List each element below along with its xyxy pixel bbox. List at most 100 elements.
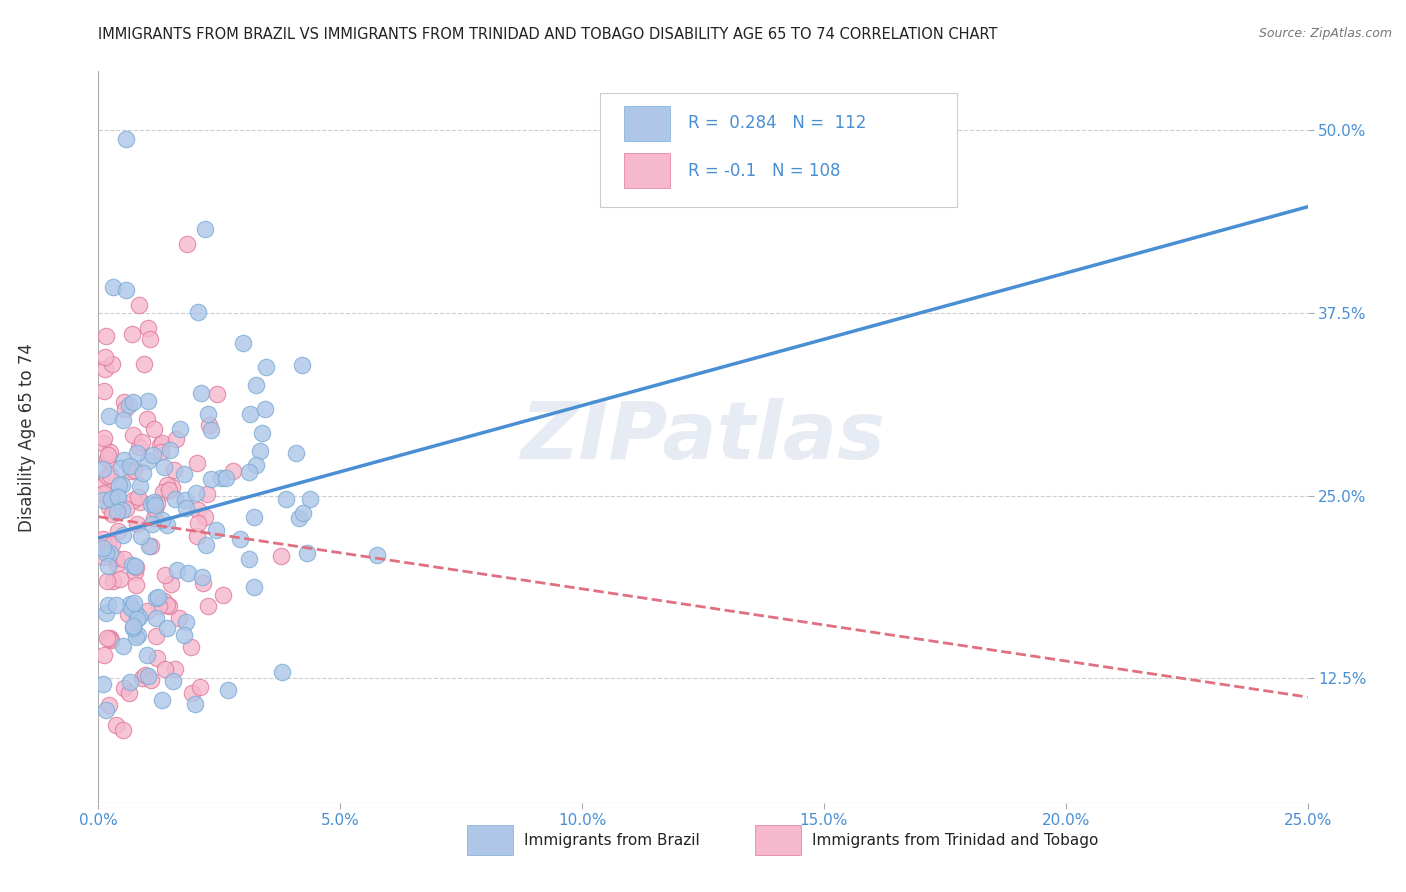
Point: [97, 559, 120, 574]
Point: [186, 456, 208, 470]
Point: [100, 508, 122, 522]
Point: [366, 548, 388, 562]
Point: [156, 598, 179, 612]
Point: [122, 596, 145, 610]
Point: [112, 413, 135, 427]
Point: [101, 357, 124, 371]
Point: [127, 628, 149, 642]
Point: [146, 496, 169, 510]
Point: [112, 528, 135, 542]
Point: [94, 546, 117, 560]
FancyBboxPatch shape: [624, 153, 671, 188]
Point: [205, 523, 228, 537]
Point: [97, 409, 120, 423]
Point: [149, 438, 172, 452]
Point: [112, 394, 135, 409]
Text: Immigrants from Brazil: Immigrants from Brazil: [524, 832, 700, 847]
Point: [121, 558, 143, 573]
Point: [91, 550, 114, 565]
Point: [96, 631, 118, 645]
Point: [138, 454, 160, 468]
Point: [134, 668, 156, 682]
Point: [131, 529, 153, 543]
Point: [91, 487, 114, 501]
Point: [94, 606, 117, 620]
Point: [157, 599, 180, 614]
Point: [153, 593, 176, 607]
Point: [186, 503, 208, 517]
Point: [93, 431, 115, 445]
Point: [165, 662, 187, 676]
Point: [100, 632, 122, 647]
Point: [160, 480, 183, 494]
Point: [173, 467, 195, 481]
Point: [176, 236, 198, 251]
Point: [141, 498, 163, 512]
Point: [291, 506, 314, 520]
Point: [174, 615, 197, 630]
Point: [156, 621, 179, 635]
Point: [129, 478, 152, 492]
Point: [274, 491, 297, 506]
Point: [114, 401, 136, 416]
Point: [256, 359, 278, 374]
Point: [100, 492, 122, 507]
Point: [245, 377, 267, 392]
Point: [136, 648, 159, 663]
Point: [138, 332, 160, 346]
Point: [105, 505, 128, 519]
Point: [284, 446, 307, 460]
Point: [136, 603, 159, 617]
Point: [198, 417, 221, 432]
Point: [110, 460, 132, 475]
Point: [122, 493, 145, 508]
Point: [188, 680, 211, 694]
Point: [120, 465, 142, 479]
Point: [138, 540, 160, 554]
Point: [186, 304, 208, 318]
Point: [115, 132, 138, 146]
Point: [124, 603, 146, 617]
Point: [169, 422, 191, 436]
Point: [100, 445, 122, 459]
Point: [245, 458, 267, 472]
Point: [143, 422, 166, 436]
Point: [162, 673, 184, 688]
Point: [97, 536, 120, 550]
Point: [91, 435, 114, 450]
Point: [122, 463, 145, 477]
Point: [127, 490, 149, 504]
Point: [298, 491, 321, 506]
Point: [200, 423, 222, 437]
Text: R =  0.284   N =  112: R = 0.284 N = 112: [689, 114, 868, 132]
Point: [124, 558, 146, 573]
Point: [91, 541, 114, 555]
Y-axis label: Disability Age 65 to 74: Disability Age 65 to 74: [18, 343, 37, 532]
Point: [125, 630, 148, 644]
Point: [156, 478, 179, 492]
Point: [143, 502, 166, 516]
Point: [136, 669, 159, 683]
Point: [122, 394, 145, 409]
Point: [163, 492, 186, 507]
Point: [121, 326, 143, 341]
Point: [197, 599, 219, 614]
Point: [142, 495, 165, 509]
Point: [112, 453, 135, 467]
Point: [152, 485, 174, 500]
Point: [253, 402, 276, 417]
Point: [197, 407, 219, 421]
Point: [122, 619, 145, 633]
Text: IMMIGRANTS FROM BRAZIL VS IMMIGRANTS FROM TRINIDAD AND TOBAGO DISABILITY AGE 65 : IMMIGRANTS FROM BRAZIL VS IMMIGRANTS FRO…: [98, 27, 998, 42]
Point: [288, 510, 311, 524]
Point: [232, 335, 254, 350]
Point: [148, 599, 170, 613]
Point: [165, 432, 187, 446]
Point: [238, 466, 260, 480]
Point: [128, 298, 150, 312]
Text: Source: ZipAtlas.com: Source: ZipAtlas.com: [1258, 27, 1392, 40]
Point: [222, 465, 245, 479]
Point: [101, 574, 124, 588]
Point: [145, 610, 167, 624]
Point: [142, 511, 165, 525]
